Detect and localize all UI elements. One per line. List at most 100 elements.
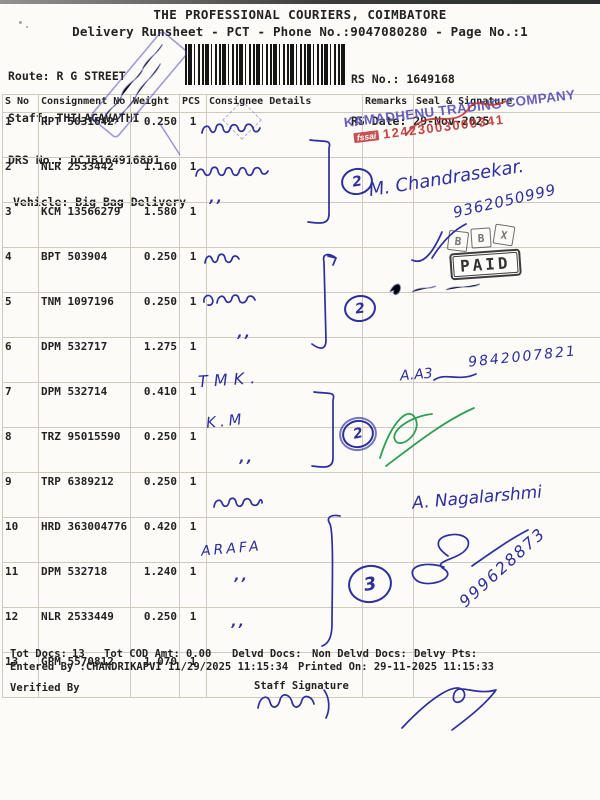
entered-by-line: Entered By :CHANDRIKAPVI 11/29/2025 11:1…: [10, 661, 289, 673]
staff-signature-label: Staff Signature: [254, 680, 349, 692]
cell-sno: 6: [2, 337, 39, 383]
tot-docs-label: Tot Docs:: [10, 648, 67, 660]
cell-seal-signature: [413, 112, 600, 158]
cell-pcs: 1: [179, 652, 207, 698]
cell-consignee-details: [206, 427, 363, 473]
cell-weight: 1.275: [130, 337, 180, 383]
group-bracket: [307, 139, 331, 224]
cell-pcs: 1: [179, 472, 207, 518]
ditto-mark: ’’: [238, 458, 253, 474]
cell-consignment: TRP 6389212: [38, 472, 131, 518]
ditto-mark: ’’: [233, 576, 248, 592]
cell-consignee-details: [206, 112, 363, 158]
cell-weight: 0.410: [130, 382, 180, 428]
cell-weight: 1.240: [130, 562, 180, 608]
staff-signature-handwriting: [257, 689, 330, 719]
cell-sno: 10: [2, 517, 39, 563]
group-bracket: [321, 514, 341, 647]
delvd-docs-label: Delvd Docs:: [232, 648, 302, 660]
rs-no-line: RS No.: 1649168: [351, 72, 455, 86]
cell-consignment: RPT 5031642: [38, 112, 131, 158]
footer-signature: [401, 687, 497, 731]
cell-consignee-details: [206, 247, 363, 293]
cell-sno: 13: [2, 652, 39, 698]
cell-consignee-details: [206, 337, 363, 383]
stamp-letter-box: B: [470, 227, 492, 249]
handwritten-consignee-tamil: [204, 253, 240, 264]
page-subtitle: Delivery Runsheet - PCT - Phone No.:9047…: [72, 24, 528, 39]
table-row: 7 DPM 532714 0.410 1: [2, 382, 600, 428]
non-delvd-docs-label: Non Delvd Docs:: [312, 648, 407, 660]
group-bracket: [311, 253, 337, 349]
cell-consignee-details: [206, 652, 363, 698]
cell-consignment: DPM 532718: [38, 562, 131, 608]
scan-edge-artifact: [0, 0, 600, 4]
table-row: 5 TNM 1097196 0.250 1: [2, 292, 600, 338]
cell-remarks: [362, 562, 414, 608]
cell-sno: 3: [2, 202, 39, 248]
verified-by-label: Verified By: [10, 682, 80, 694]
delvy-pts-label: Delvy Pts:: [414, 648, 478, 660]
cell-seal-signature: [413, 337, 600, 383]
ink-checkmark: [411, 223, 467, 263]
consignee-signature-loops: [411, 529, 529, 585]
table-row: 13 GPM 5570812 1.070 1: [2, 652, 600, 698]
table-header-row: S No Consignment No Weight PCS Consignee…: [2, 94, 600, 113]
cell-consignment: TRZ 95015590: [38, 427, 131, 473]
fssai-label: fssai: [353, 129, 380, 143]
table-row: 12 NLR 2533449 0.250 1: [2, 607, 600, 653]
cell-weight: 0.250: [130, 472, 180, 518]
ditto-mark: ’’: [236, 333, 251, 349]
barcode: [185, 44, 345, 85]
cell-weight: 0.250: [130, 607, 180, 653]
stamp-letter-box: X: [492, 223, 516, 247]
cell-weight: 0.250: [130, 427, 180, 473]
cell-consignment: TNM 1097196: [38, 292, 131, 338]
red-signature: [405, 100, 507, 136]
cell-remarks: [362, 472, 414, 518]
header-sno: S No: [2, 94, 39, 113]
cell-consignment: BPT 503904: [38, 247, 131, 293]
cell-consignment: KCM 13566279: [38, 202, 131, 248]
cell-pcs: 1: [179, 562, 207, 608]
cell-weight: 1.070: [130, 652, 180, 698]
diagonal-ink-stamp: [90, 31, 188, 156]
cell-consignee-details: [206, 472, 363, 518]
page-title: THE PROFESSIONAL COURIERS, COIMBATORE: [153, 7, 447, 22]
tot-cod-value: 0.00: [186, 648, 212, 660]
cell-weight: 1.580: [130, 202, 180, 248]
tot-docs-value: 13: [72, 648, 85, 660]
cell-pcs: 1: [179, 427, 207, 473]
signature-flourish: [433, 373, 477, 381]
handwritten-consignee-tamil: [195, 166, 269, 177]
cell-consignee-details: [206, 382, 363, 428]
table-row: 3 KCM 13566279 1.580 1: [2, 202, 600, 248]
cell-consignment: DPM 532714: [38, 382, 131, 428]
cell-pcs: 1: [179, 607, 207, 653]
cell-sno: 2: [2, 157, 39, 203]
table-row: 2 NLR 2533442 1.160 1: [2, 157, 600, 203]
cell-remarks: [362, 157, 414, 203]
cell-weight: 0.420: [130, 517, 180, 563]
cell-weight: 0.250: [130, 112, 180, 158]
cell-consignment: GPM 5570812: [38, 652, 131, 698]
cell-consignment: NLR 2533449: [38, 607, 131, 653]
group-bracket: [311, 391, 335, 468]
cell-seal-signature: [413, 382, 600, 428]
cell-weight: 0.250: [130, 292, 180, 338]
handwritten-consignee-tamil: [213, 497, 263, 508]
cell-remarks: [362, 202, 414, 248]
cell-pcs: 1: [179, 202, 207, 248]
header-consignee-details: Consignee Details: [206, 94, 363, 113]
tot-cod-label: Tot COD Amt:: [104, 648, 180, 660]
cell-weight: 1.160: [130, 157, 180, 203]
table-row: 1 RPT 5031642 0.250 1: [2, 112, 600, 158]
cell-sno: 8: [2, 427, 39, 473]
table-row: 9 TRP 6389212 0.250 1: [2, 472, 600, 518]
cell-consignment: NLR 2533442: [38, 157, 131, 203]
handwritten-consignee-tamil: [203, 294, 256, 306]
cell-sno: 4: [2, 247, 39, 293]
ditto-mark: ’’: [230, 622, 245, 638]
cell-sno: 9: [2, 472, 39, 518]
